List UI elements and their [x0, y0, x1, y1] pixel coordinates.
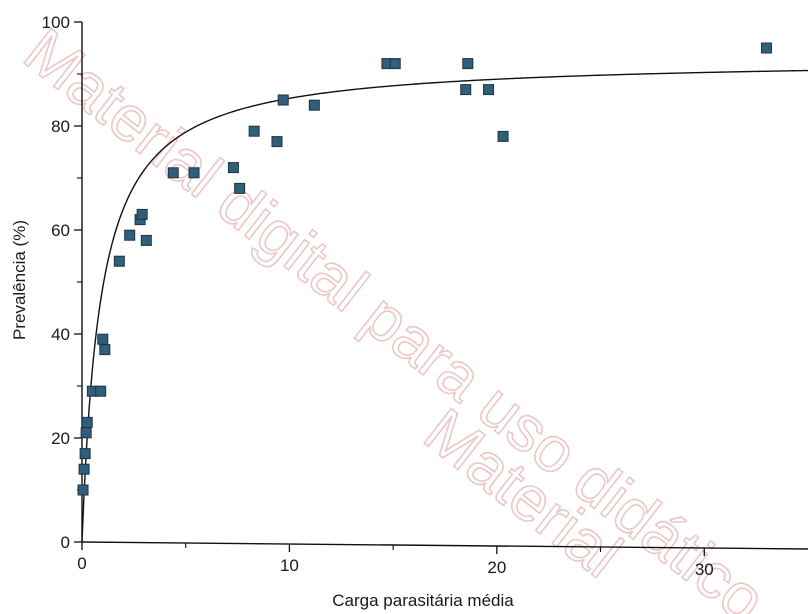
data-point — [277, 94, 289, 106]
data-point — [271, 136, 283, 148]
fit-curve-group — [81, 69, 808, 543]
data-point — [167, 167, 179, 179]
data-points — [77, 42, 773, 496]
x-axis-title: Carga parasitária média — [332, 591, 514, 610]
data-point — [80, 427, 92, 439]
data-point — [188, 167, 200, 179]
data-point — [124, 229, 136, 241]
x-tick-label: 30 — [695, 560, 714, 579]
y-tick-label: 60 — [51, 221, 70, 240]
data-point — [460, 84, 472, 96]
data-point — [113, 255, 125, 267]
axes: 0 20 40 60 80 100 0 10 20 30 — [42, 13, 808, 579]
data-point — [97, 333, 109, 345]
watermark-text: Material digital para uso didático — [11, 14, 779, 614]
x-axis-line — [81, 541, 808, 550]
x-tick-label: 0 — [77, 554, 86, 573]
x-tick-label: 20 — [487, 558, 506, 577]
y-tick-label: 80 — [51, 117, 70, 136]
data-point — [761, 42, 773, 54]
data-point — [78, 463, 90, 475]
data-point — [95, 385, 107, 397]
watermark: Material digital para uso didático Mater… — [11, 13, 780, 614]
y-tick-label: 20 — [51, 429, 70, 448]
data-point — [136, 208, 148, 220]
data-point — [99, 344, 111, 356]
data-point — [497, 130, 509, 142]
y-tick-label: 100 — [42, 13, 70, 32]
data-point — [227, 162, 239, 174]
y-tick-label: 40 — [51, 325, 70, 344]
data-point — [77, 484, 89, 496]
data-point — [79, 448, 91, 460]
data-point — [81, 416, 93, 428]
data-point — [483, 84, 495, 96]
data-point — [248, 125, 260, 137]
data-point — [234, 182, 246, 194]
y-tick-label: 0 — [61, 533, 70, 552]
data-point — [389, 58, 401, 70]
fit-curve — [81, 69, 808, 543]
data-point — [140, 234, 152, 246]
data-point — [308, 99, 320, 111]
x-tick-label: 10 — [280, 556, 299, 575]
data-point — [462, 58, 474, 70]
y-axis-title: Prevalência (%) — [10, 220, 29, 340]
